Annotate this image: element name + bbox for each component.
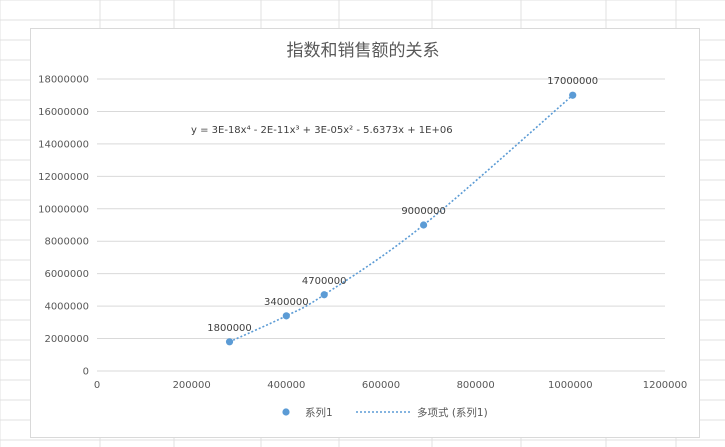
- x-tick-label: 600000: [362, 380, 400, 391]
- data-point[interactable]: [569, 91, 577, 99]
- trendline-polynomial[interactable]: [229, 94, 574, 343]
- data-point[interactable]: [420, 221, 428, 229]
- x-tick-label: 200000: [173, 380, 211, 391]
- legend-series-label: 系列1: [305, 406, 333, 419]
- data-label: 3400000: [264, 297, 309, 308]
- gridlines: [97, 78, 665, 372]
- legend-trend-label: 多项式 (系列1): [417, 406, 488, 419]
- y-tick-label: 2000000: [44, 334, 89, 345]
- y-tick-label: 6000000: [44, 269, 89, 280]
- data-label: 1800000: [207, 323, 252, 334]
- y-tick-label: 8000000: [44, 237, 89, 248]
- chart-area[interactable]: 指数和销售额的关系 0 2000000 4000000 6000000 8000000 1…: [30, 28, 700, 438]
- x-tick-label: 400000: [267, 380, 305, 391]
- x-tick-label: 1200000: [643, 380, 688, 391]
- x-axis-tick-labels: 0 200000 400000 600000 800000 1000000 1200000: [94, 380, 687, 391]
- y-tick-label: 18000000: [38, 75, 89, 86]
- x-tick-label: 800000: [457, 380, 495, 391]
- legend[interactable]: 系列1 多项式 (系列1): [282, 406, 488, 419]
- scatter-chart: 指数和销售额的关系 020000004000000600000080000001…: [38, 41, 687, 419]
- data-point[interactable]: [282, 312, 290, 320]
- y-tick-label: 16000000: [38, 107, 89, 118]
- chart-title: 指数和销售额的关系: [287, 41, 440, 61]
- x-tick-label: 1000000: [548, 380, 593, 391]
- data-point[interactable]: [225, 338, 234, 346]
- y-tick-label: 12000000: [38, 172, 89, 183]
- y-tick-label: 14000000: [38, 139, 89, 150]
- data-points: [225, 91, 577, 346]
- legend-series-marker: [282, 408, 290, 416]
- data-label: 9000000: [401, 206, 446, 217]
- data-label: 4700000: [302, 276, 347, 287]
- data-point[interactable]: [320, 291, 328, 299]
- y-tick-label: 4000000: [44, 302, 89, 313]
- y-tick-label: 0: [83, 367, 89, 378]
- x-tick-label: 0: [94, 380, 100, 391]
- data-label: 17000000: [547, 76, 598, 87]
- y-tick-label: 10000000: [38, 204, 89, 215]
- trendline-equation[interactable]: y = 3E-18x⁴ - 2E-11x³ + 3E-05x² - 5.6373…: [191, 125, 453, 136]
- data-labels: 1800000 3400000 4700000 9000000 17000000: [207, 76, 598, 334]
- y-axis-tick-labels: 0 2000000 4000000 6000000 8000000 10000000 120…: [38, 75, 89, 378]
